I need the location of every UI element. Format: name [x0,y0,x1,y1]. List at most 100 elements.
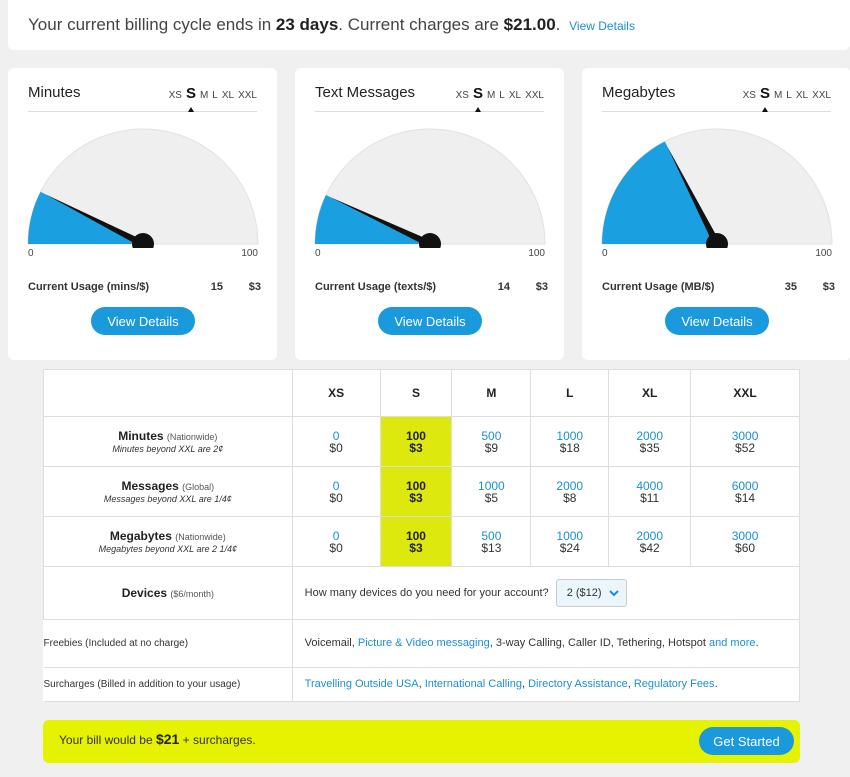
chevron-down-icon [608,590,619,597]
view-details-button[interactable]: View Details [378,307,482,335]
banner-view-details-link[interactable]: View Details [569,19,635,33]
size-option-m[interactable]: M [199,90,209,101]
usage-card-minutes: Minutes XS S M L XL XXL 0 100 Current Usage (… [8,68,277,360]
row-header: Minutes (Nationwide) Minutes beyond XXL … [43,416,293,467]
plan-cell-xs[interactable]: 0 $0 [291,466,381,517]
directory-assistance-link[interactable]: Directory Assistance [528,678,628,690]
plan-cell-m[interactable]: 1000 $5 [451,466,532,517]
table-row-minutes: Minutes (Nationwide) Minutes beyond XXL … [43,416,800,467]
plan-amount: 6000 [731,478,759,493]
plan-price: $3 [409,540,423,555]
size-option-xxl[interactable]: XXL [525,90,544,101]
gauge-track [314,128,546,245]
usage-card-text-messages: Text Messages XS S M L XL XXL 0 100 Current U… [295,68,564,360]
travelling-outside-usa-link[interactable]: Travelling Outside USA [304,678,419,690]
plan-cell-m[interactable]: 500 $9 [451,416,532,467]
usage-gauge [601,128,833,248]
table-header-row: XS S M L XL XXL [43,369,800,417]
row-header: Megabytes (Nationwide) Megabytes beyond … [43,516,293,567]
billing-banner: Your current billing cycle ends in 23 da… [8,0,850,50]
size-option-xs[interactable]: XS [742,90,756,101]
plan-cell-l[interactable]: 1000 $18 [530,416,610,467]
table-row-freebies: Freebies (Included at no charge) Voicema… [43,619,801,668]
banner-middle: . Current charges are [338,15,499,34]
size-option-s-selected[interactable]: S [185,85,196,102]
gauge-max-label: 100 [241,248,258,259]
size-option-s-selected[interactable]: S [759,85,770,102]
and-more-link[interactable]: and more [709,637,756,649]
plan-price: $0 [329,440,343,455]
card-title: Minutes [28,84,81,101]
plan-amount: 0 [332,478,340,493]
size-selector: XS S M L XL XXL [165,85,257,102]
plan-cell-s-selected[interactable]: 100 $3 [379,516,453,567]
bill-summary-bar: Your bill would be $21 + surcharges. Get… [43,720,800,763]
usage-value: 14 [497,281,510,293]
picture-video-messaging-link[interactable]: Picture & Video messaging [357,637,490,649]
international-calling-link[interactable]: International Calling [424,678,522,690]
usage-label: Current Usage (mins/$) [28,281,150,293]
gauge-hub [706,233,728,248]
plan-cell-m[interactable]: 500 $13 [451,516,532,567]
size-option-l[interactable]: L [499,90,505,101]
card-header: Minutes XS S M L XL XXL [28,81,257,112]
plan-cell-xl[interactable]: 4000 $11 [608,466,692,517]
plan-amount: 500 [481,528,502,543]
plan-cell-l[interactable]: 1000 $24 [530,516,610,567]
surcharges-cell: Travelling Outside USA, International Ca… [291,667,801,702]
plan-cell-xs[interactable]: 0 $0 [291,516,381,567]
size-option-xxl[interactable]: XXL [238,90,257,101]
plan-price: $8 [563,490,577,505]
usage-cost: $3 [535,281,548,293]
plan-cell-s-selected[interactable]: 100 $3 [379,466,453,517]
size-option-l[interactable]: L [212,90,218,101]
plan-price: $5 [484,490,499,505]
size-option-m[interactable]: M [486,90,496,101]
plan-amount: 2000 [556,478,584,493]
usage-gauge [27,128,259,248]
size-option-m[interactable]: M [773,90,783,101]
plan-cell-xs[interactable]: 0 $0 [291,416,381,467]
plan-price: $3 [409,490,423,505]
gauge-fill [602,141,717,244]
size-option-xl[interactable]: XL [508,90,522,101]
row-subnote: Messages beyond XXL are 1/4¢ [103,494,232,504]
gauge-needle [45,194,145,248]
plan-cell-xxl[interactable]: 3000 $52 [690,416,800,467]
view-details-button[interactable]: View Details [91,307,195,335]
size-option-xxl[interactable]: XXL [812,90,831,101]
size-option-l[interactable]: L [786,90,792,101]
devices-question: How many devices do you need for your ac… [304,586,549,599]
view-details-button[interactable]: View Details [665,307,769,335]
devices-select[interactable]: 2 ($12) [555,579,627,607]
plan-amount: 1000 [556,528,584,543]
plan-cell-s-selected[interactable]: 100 $3 [379,416,453,467]
size-option-xl[interactable]: XL [795,90,809,101]
size-option-s-selected[interactable]: S [472,85,483,102]
plan-cell-l[interactable]: 2000 $8 [530,466,610,517]
header-empty-cell [43,369,293,417]
plan-price: $60 [735,540,756,555]
freebies-cell: Voicemail, Picture & Video messaging, 3-… [291,619,801,668]
gauge-hub [419,233,441,248]
size-option-xs[interactable]: XS [168,90,182,101]
column-header-m: M [451,369,532,417]
row-subnote: Minutes beyond XXL are 2¢ [112,444,224,454]
plan-amount: 2000 [636,528,664,543]
usage-cost: $3 [822,281,835,293]
plan-price: $13 [481,540,502,555]
get-started-button[interactable]: Get Started [699,727,794,755]
plan-cell-xxl[interactable]: 3000 $60 [690,516,800,567]
size-option-xs[interactable]: XS [455,90,469,101]
plan-cell-xl[interactable]: 2000 $35 [608,416,692,467]
regulatory-fees-link[interactable]: Regulatory Fees [633,678,715,690]
plan-cell-xl[interactable]: 2000 $42 [608,516,692,567]
gauge-max-label: 100 [815,248,832,259]
plan-amount: 100 [405,528,426,543]
bill-prefix: Your bill would be [59,733,153,747]
size-option-xl[interactable]: XL [221,90,235,101]
bill-summary-text: Your bill would be $21 + surcharges. [59,731,256,747]
column-header-l: L [530,369,610,417]
column-header-s: S [379,369,453,417]
plan-cell-xxl[interactable]: 6000 $14 [690,466,800,517]
